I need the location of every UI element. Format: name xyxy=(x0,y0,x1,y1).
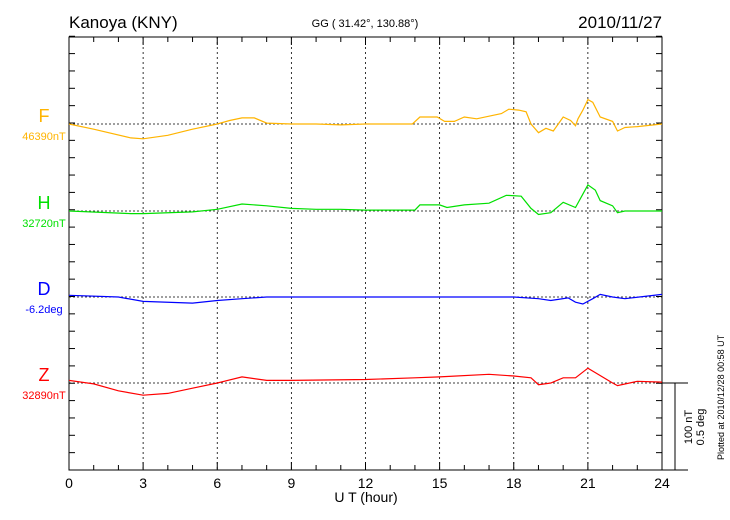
baseline-label-Z: 32890nT xyxy=(22,390,66,402)
chart-subtitle: GG ( 31.42°, 130.88°) xyxy=(312,18,419,30)
scale-label-deg: 0.5 deg xyxy=(695,409,707,446)
x-tick-label: 12 xyxy=(358,475,374,491)
series-line-F xyxy=(68,98,663,140)
series-name-H: H xyxy=(38,193,51,213)
x-tick-label: 0 xyxy=(65,475,73,491)
x-tick-label: 3 xyxy=(139,475,147,491)
baseline-label-D: -6.2deg xyxy=(25,304,62,316)
chart-title: Kanoya (KNY) xyxy=(69,13,178,32)
x-tick-label: 18 xyxy=(506,475,522,491)
series-name-F: F xyxy=(39,106,50,126)
x-tick-label: 9 xyxy=(287,475,295,491)
x-axis-label: U T (hour) xyxy=(334,489,397,505)
series-line-Z xyxy=(68,367,663,396)
x-tick-label: 21 xyxy=(580,475,596,491)
x-tick-label: 24 xyxy=(654,475,670,491)
series-line-H xyxy=(68,184,662,216)
scale-label-nt: 100 nT xyxy=(683,410,695,445)
series-line-D xyxy=(68,293,663,305)
chart-date: 2010/11/27 xyxy=(578,13,662,32)
x-tick-label: 15 xyxy=(432,475,448,491)
baseline-label-H: 32720nT xyxy=(22,218,66,230)
plotted-note: Plotted at 2010/12/28 00:58 UT xyxy=(716,334,726,460)
series-name-Z: Z xyxy=(39,365,50,385)
baseline-label-F: 46390nT xyxy=(22,131,66,143)
x-tick-label: 6 xyxy=(213,475,221,491)
series-name-D: D xyxy=(38,279,51,299)
